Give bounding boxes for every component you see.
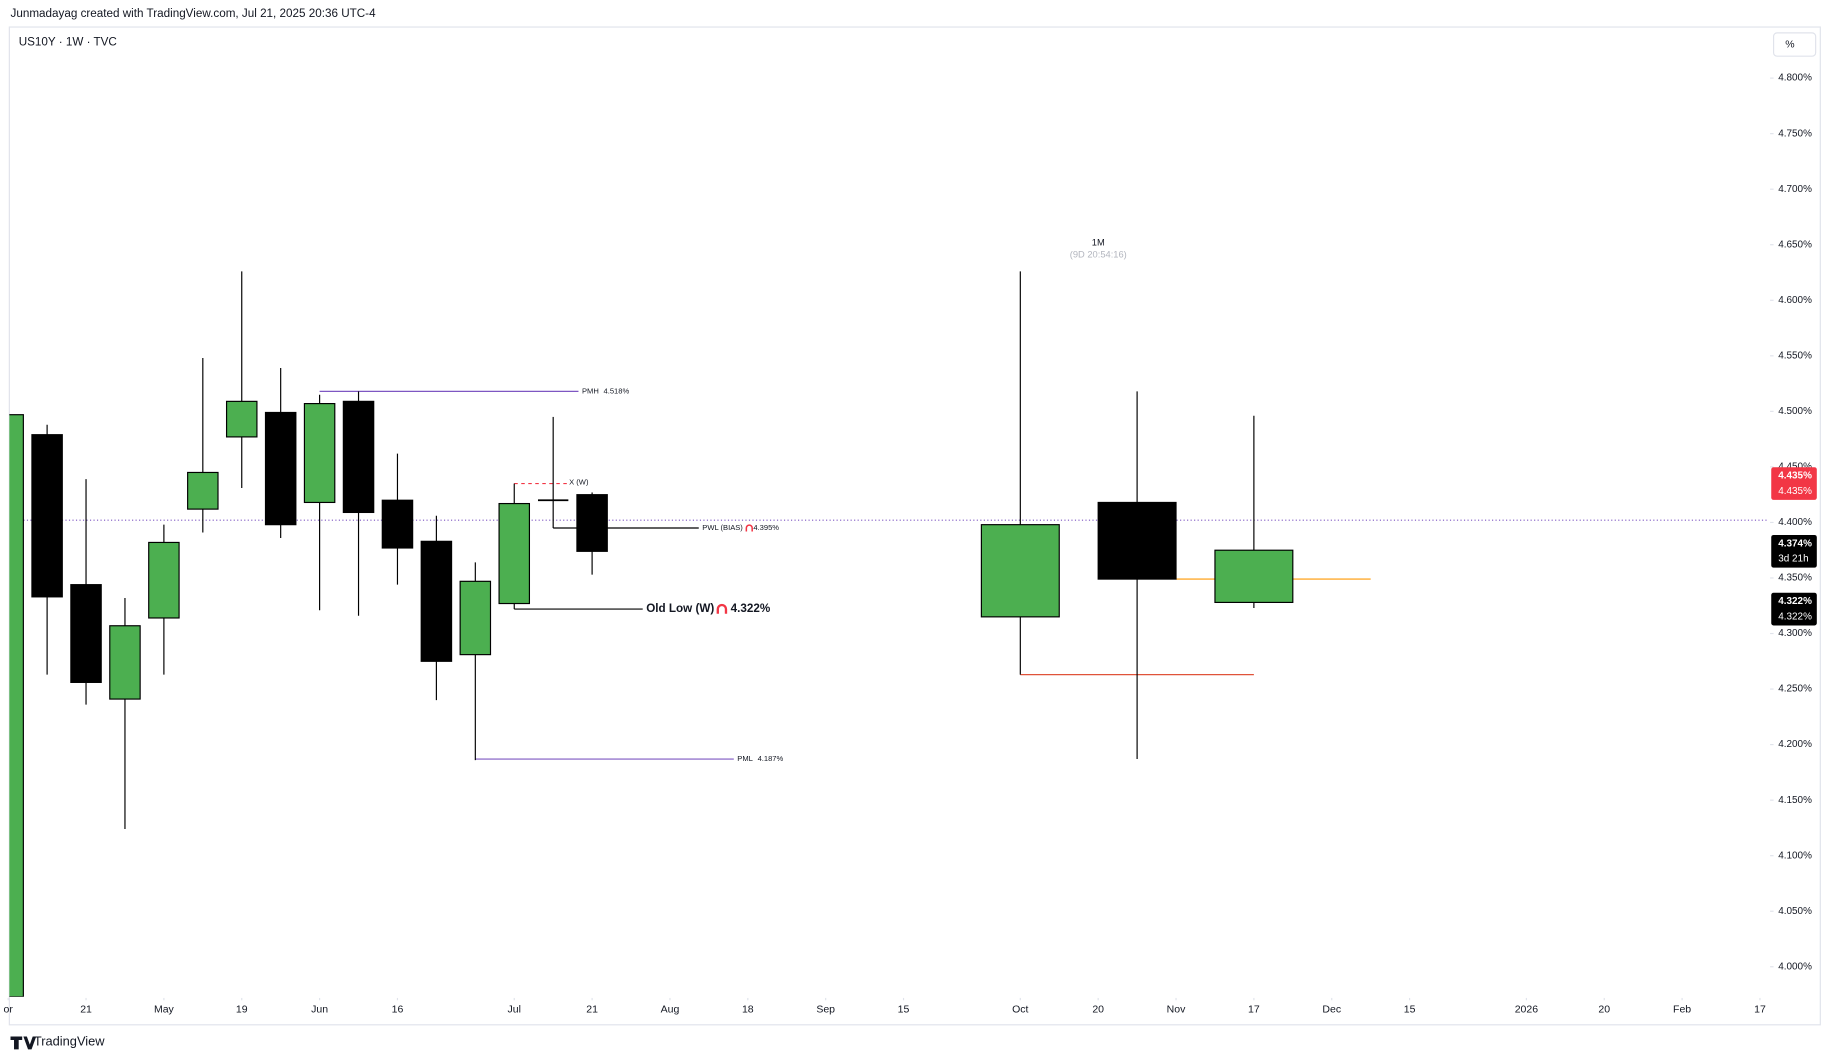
candle-body [342, 400, 375, 514]
monthly-countdown: (9D 20:54:16) [1070, 249, 1127, 259]
scale-button[interactable] [1772, 32, 1817, 57]
x-tick-label: 15 [898, 1003, 910, 1015]
y-tick-label: 4.350% [1778, 573, 1812, 584]
x-tick-label: May [154, 1003, 175, 1015]
price-label-text: 4.322% [1778, 596, 1812, 607]
x-tick-label: 21 [586, 1003, 598, 1015]
price-label-text: 3d 21h [1778, 554, 1808, 565]
x-tick-label: 17 [1754, 1003, 1766, 1015]
y-tick-label: 4.300% [1778, 628, 1812, 639]
x-tick-label: Feb [1673, 1003, 1691, 1015]
x-tick-label: or [4, 1003, 14, 1015]
price-label-text: 4.435% [1778, 486, 1812, 497]
candle-body [381, 499, 414, 549]
x-tick-label: 16 [392, 1003, 404, 1015]
x-tick-label: Nov [1167, 1003, 1186, 1015]
candle-body [303, 403, 336, 504]
logo-icon [10, 1036, 37, 1050]
candle-body [264, 411, 297, 526]
x-tick-label: Aug [661, 1003, 680, 1015]
price-label-text: 4.435% [1778, 471, 1812, 482]
candle-body [70, 584, 102, 683]
candle-body [459, 580, 492, 656]
price-label-box [1771, 534, 1817, 568]
price-label-text: 4.322% [1778, 611, 1812, 622]
x-tick-label: 19 [236, 1003, 248, 1015]
candle-body [420, 540, 453, 662]
candle-body [1097, 501, 1177, 580]
y-tick-label: 4.200% [1778, 739, 1812, 750]
candle-body [31, 434, 63, 598]
level-value: 4.518% [604, 386, 630, 395]
x-tick-label: 18 [742, 1003, 754, 1015]
symbol: US10Y · 1W · TVC [19, 35, 117, 48]
y-tick-label: 4.400% [1778, 517, 1812, 528]
plot-area [9, 271, 1768, 997]
x-tick-label: Jul [508, 1003, 521, 1015]
level-label: PML [737, 754, 753, 763]
x-tick-label: 2026 [1515, 1003, 1539, 1015]
level-value: 4.395% [753, 523, 779, 532]
level-value: 4.322% [731, 602, 771, 615]
y-tick-label: 4.750% [1778, 128, 1812, 139]
x-tick-label: 15 [1404, 1003, 1416, 1015]
level-label: Old Low (W) [646, 602, 714, 615]
x-tick-label: 20 [1598, 1003, 1610, 1015]
level-label: X (W) [569, 477, 589, 486]
y-tick-label: 4.150% [1778, 795, 1812, 806]
y-tick-label: 4.800% [1778, 73, 1812, 84]
price-label-box [1771, 592, 1817, 626]
price-label-text: 4.374% [1778, 538, 1812, 549]
x-tick-label: Jun [311, 1003, 328, 1015]
credit: Junmadayag created with TradingView.com,… [11, 7, 377, 20]
candle-body [187, 471, 219, 510]
x-tick-label: 17 [1248, 1003, 1260, 1015]
price-label-box [1771, 467, 1817, 500]
x-tick-label: Oct [1012, 1003, 1028, 1015]
level-value: 4.187% [758, 754, 784, 763]
scale-button-label[interactable]: % [1785, 38, 1794, 50]
y-tick-label: 4.000% [1778, 961, 1812, 972]
y-tick-label: 4.700% [1778, 184, 1812, 195]
x-tick-label: Sep [816, 1003, 835, 1015]
level-label: PMH [582, 386, 599, 395]
magnet-icon [716, 603, 728, 614]
candle-body [109, 625, 141, 700]
y-tick-label: 4.650% [1778, 239, 1812, 250]
magnet-icon [745, 524, 753, 532]
y-tick-label: 4.050% [1778, 906, 1812, 917]
y-tick-label: 4.250% [1778, 684, 1812, 695]
candle-body [225, 400, 258, 438]
candle-body [9, 414, 24, 997]
candle-body [1214, 549, 1294, 604]
x-tick-label: 21 [80, 1003, 92, 1015]
y-tick-label: 4.600% [1778, 295, 1812, 306]
candle-body [498, 502, 531, 605]
logo: TradingView [34, 1034, 105, 1049]
level-label: PWL (BIAS) [702, 523, 743, 532]
candle-body [148, 541, 180, 619]
x-tick-label: 20 [1092, 1003, 1104, 1015]
x-tick-label: Dec [1322, 1003, 1341, 1015]
monthly-label: 1M [1092, 238, 1105, 248]
y-tick-label: 4.100% [1778, 850, 1812, 861]
y-tick-label: 4.450% [1778, 462, 1812, 473]
y-tick-label: 4.500% [1778, 406, 1812, 417]
candle-body [980, 524, 1060, 618]
y-tick-label: 4.550% [1778, 350, 1812, 361]
candle-body [576, 494, 608, 552]
